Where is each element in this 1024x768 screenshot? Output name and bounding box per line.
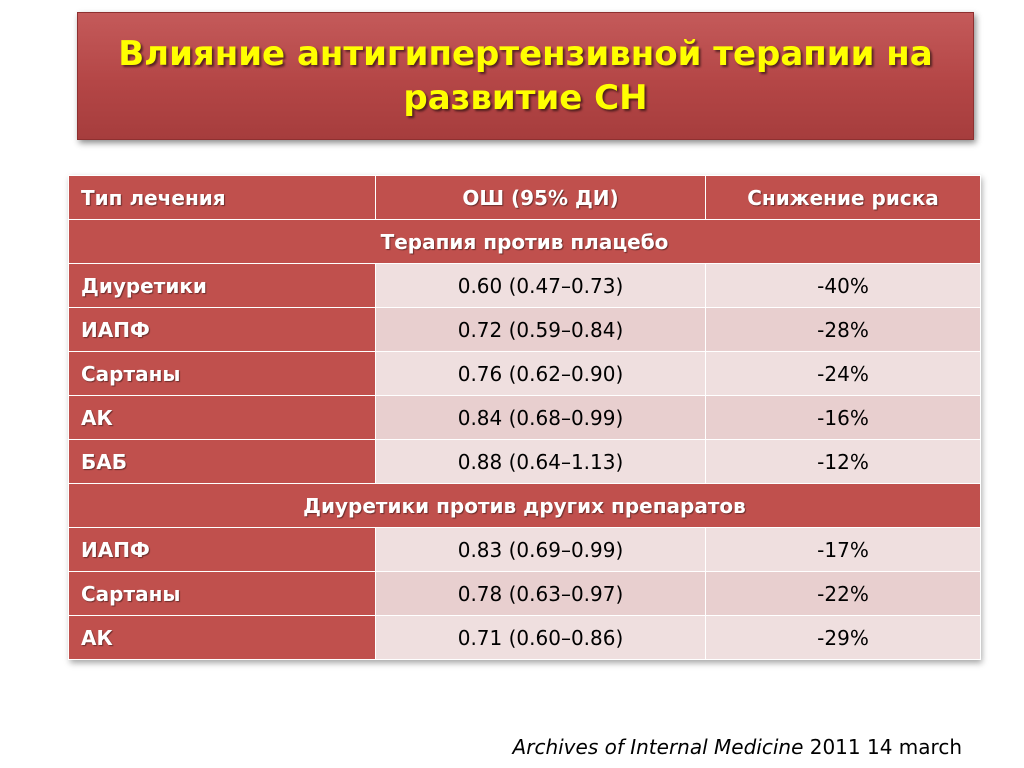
risk-reduction-value: -17%	[705, 527, 981, 572]
risk-reduction-value: -28%	[705, 307, 981, 352]
section-row-placebo: Терапия против плацебо	[68, 219, 981, 264]
slide-title: Влияние антигипертензивной терапии на ра…	[98, 32, 952, 120]
risk-reduction-value: -29%	[705, 615, 981, 660]
treatment-name: ИАПФ	[68, 307, 376, 352]
header-odds-ratio: ОШ (95% ДИ)	[375, 175, 706, 220]
risk-reduction-value: -12%	[705, 439, 981, 484]
treatment-name: АК	[68, 395, 376, 440]
table-row: Сартаны 0.78 (0.63–0.97) -22%	[68, 571, 981, 616]
citation-date: 2011 14 march	[809, 735, 962, 759]
table-header-row: Тип лечения ОШ (95% ДИ) Снижение риска	[68, 175, 981, 220]
odds-ratio-value: 0.60 (0.47–0.73)	[375, 263, 706, 308]
slide-title-line-1: Влияние антигипертензивной терапии на	[118, 34, 933, 74]
slide-title-box: Влияние антигипертензивной терапии на ра…	[77, 12, 974, 140]
treatment-name: Сартаны	[68, 571, 376, 616]
treatment-name: АК	[68, 615, 376, 660]
odds-ratio-value: 0.88 (0.64–1.13)	[375, 439, 706, 484]
table-row: АК 0.71 (0.60–0.86) -29%	[68, 615, 981, 660]
treatment-name: Сартаны	[68, 351, 376, 396]
table-row: ИАПФ 0.83 (0.69–0.99) -17%	[68, 527, 981, 572]
header-treatment-type: Тип лечения	[68, 175, 376, 220]
header-risk-reduction: Снижение риска	[705, 175, 981, 220]
table-row: АК 0.84 (0.68–0.99) -16%	[68, 395, 981, 440]
odds-ratio-value: 0.72 (0.59–0.84)	[375, 307, 706, 352]
table-row: ИАПФ 0.72 (0.59–0.84) -28%	[68, 307, 981, 352]
section-row-diuretics-vs-others: Диуретики против других препаратов	[68, 483, 981, 528]
risk-reduction-value: -24%	[705, 351, 981, 396]
odds-ratio-value: 0.76 (0.62–0.90)	[375, 351, 706, 396]
results-table: Тип лечения ОШ (95% ДИ) Снижение риска Т…	[68, 175, 981, 660]
table-row: Сартаны 0.76 (0.62–0.90) -24%	[68, 351, 981, 396]
odds-ratio-value: 0.71 (0.60–0.86)	[375, 615, 706, 660]
results-table-container: Тип лечения ОШ (95% ДИ) Снижение риска Т…	[68, 175, 981, 660]
table-row: Диуретики 0.60 (0.47–0.73) -40%	[68, 263, 981, 308]
odds-ratio-value: 0.84 (0.68–0.99)	[375, 395, 706, 440]
section-title: Терапия против плацебо	[68, 219, 981, 264]
odds-ratio-value: 0.78 (0.63–0.97)	[375, 571, 706, 616]
treatment-name: Диуретики	[68, 263, 376, 308]
risk-reduction-value: -16%	[705, 395, 981, 440]
risk-reduction-value: -40%	[705, 263, 981, 308]
slide-title-line-2: развитие СН	[403, 78, 648, 118]
treatment-name: ИАПФ	[68, 527, 376, 572]
risk-reduction-value: -22%	[705, 571, 981, 616]
section-title: Диуретики против других препаратов	[68, 483, 981, 528]
odds-ratio-value: 0.83 (0.69–0.99)	[375, 527, 706, 572]
citation-journal: Archives of Internal Medicine	[512, 735, 804, 759]
treatment-name: БАБ	[68, 439, 376, 484]
table-row: БАБ 0.88 (0.64–1.13) -12%	[68, 439, 981, 484]
source-citation: Archives of Internal Medicine 2011 14 ma…	[513, 735, 962, 759]
